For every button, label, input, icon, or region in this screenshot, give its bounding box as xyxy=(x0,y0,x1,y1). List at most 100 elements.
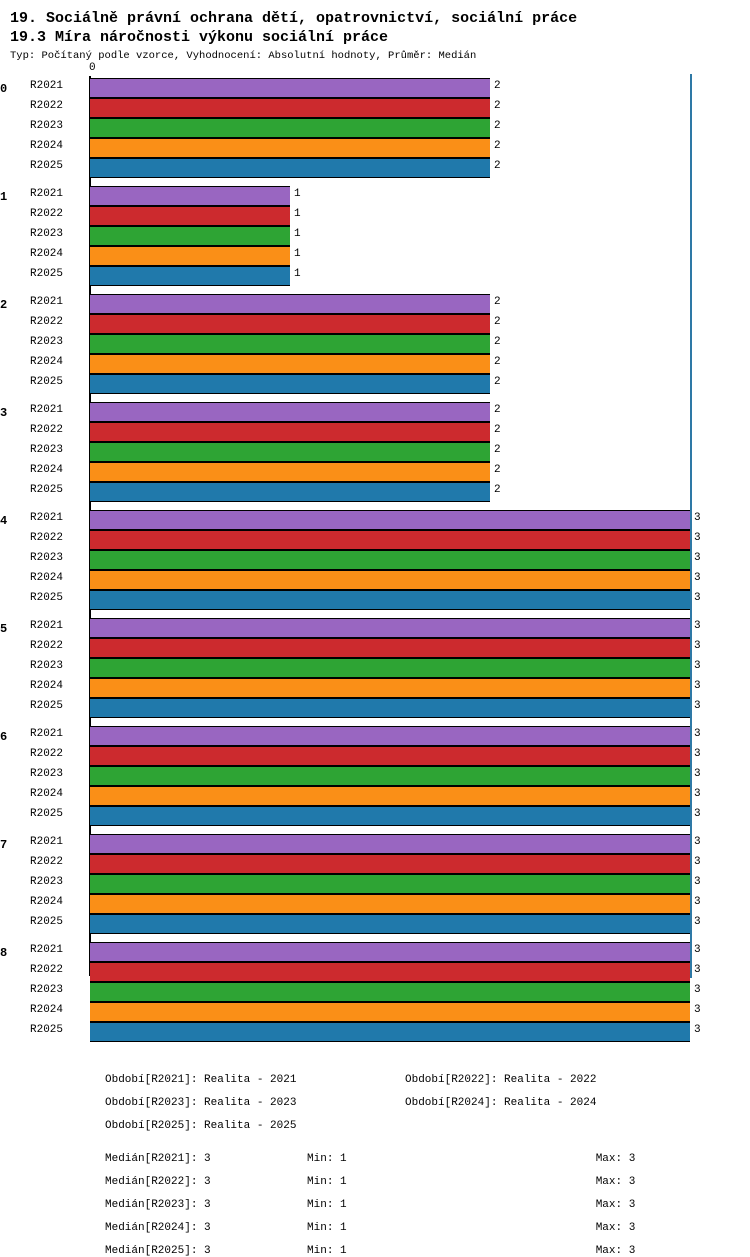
bar-8-R2022[interactable] xyxy=(90,962,690,982)
bar-1-R2023[interactable] xyxy=(90,226,290,246)
bar-3-R2024[interactable] xyxy=(90,462,490,482)
row-label-R2021: R2021 xyxy=(30,404,85,416)
row-label-R2022: R2022 xyxy=(30,532,85,544)
bar-value-4-R2023: 3 xyxy=(694,552,701,564)
bar-0-R2025[interactable] xyxy=(90,158,490,178)
bar-3-R2023[interactable] xyxy=(90,442,490,462)
bar-value-8-R2022: 3 xyxy=(694,964,701,976)
bar-row-1-R2021: R2021 1 xyxy=(10,186,740,206)
bar-1-R2024[interactable] xyxy=(90,246,290,266)
row-label-R2025: R2025 xyxy=(30,808,85,820)
bar-row-5-R2024: R2024 3 xyxy=(10,678,740,698)
bar-group-1: 1 R2021 1 R2022 1 R2023 1 R2024 1 R2025 1 xyxy=(10,186,740,286)
bar-4-R2023[interactable] xyxy=(90,550,690,570)
bar-row-2-R2023: R2023 2 xyxy=(10,334,740,354)
bar-0-R2024[interactable] xyxy=(90,138,490,158)
bar-7-R2022[interactable] xyxy=(90,854,690,874)
row-label-R2024: R2024 xyxy=(30,1004,85,1016)
bar-0-R2022[interactable] xyxy=(90,98,490,118)
bar-4-R2021[interactable] xyxy=(90,510,690,530)
bar-4-R2024[interactable] xyxy=(90,570,690,590)
bar-value-5-R2022: 3 xyxy=(694,640,701,652)
bar-3-R2025[interactable] xyxy=(90,482,490,502)
row-label-R2022: R2022 xyxy=(30,208,85,220)
legend-period-R2024: Období[R2024]: Realita - 2024 xyxy=(405,1097,705,1109)
bar-group-8: 8 R2021 3 R2022 3 R2023 3 R2024 3 R2025 3 xyxy=(10,942,740,1042)
bar-row-8-R2022: R2022 3 xyxy=(10,962,740,982)
row-label-R2021: R2021 xyxy=(30,728,85,740)
bar-value-2-R2021: 2 xyxy=(494,296,501,308)
zero-axis-label: 0 xyxy=(89,62,96,74)
row-label-R2023: R2023 xyxy=(30,768,85,780)
bar-2-R2024[interactable] xyxy=(90,354,490,374)
bar-7-R2021[interactable] xyxy=(90,834,690,854)
bar-value-3-R2024: 2 xyxy=(494,464,501,476)
bar-group-7: 7 R2021 3 R2022 3 R2023 3 R2024 3 R2025 3 xyxy=(10,834,740,934)
bar-2-R2022[interactable] xyxy=(90,314,490,334)
bar-1-R2025[interactable] xyxy=(90,266,290,286)
bar-5-R2022[interactable] xyxy=(90,638,690,658)
bar-5-R2021[interactable] xyxy=(90,618,690,638)
bar-2-R2021[interactable] xyxy=(90,294,490,314)
row-label-R2025: R2025 xyxy=(30,484,85,496)
bar-group-2: 2 R2021 2 R2022 2 R2023 2 R2024 2 R2025 2 xyxy=(10,294,740,394)
bar-6-R2025[interactable] xyxy=(90,806,690,826)
bar-7-R2025[interactable] xyxy=(90,914,690,934)
bar-7-R2023[interactable] xyxy=(90,874,690,894)
report-subtitle: Typ: Počítaný podle vzorce, Vyhodnocení:… xyxy=(10,50,740,62)
bar-value-2-R2022: 2 xyxy=(494,316,501,328)
bar-6-R2024[interactable] xyxy=(90,786,690,806)
bar-row-3-R2021: R2021 2 xyxy=(10,402,740,422)
bar-row-7-R2024: R2024 3 xyxy=(10,894,740,914)
bar-row-7-R2023: R2023 3 xyxy=(10,874,740,894)
bar-0-R2021[interactable] xyxy=(90,78,490,98)
bar-6-R2023[interactable] xyxy=(90,766,690,786)
bar-3-R2021[interactable] xyxy=(90,402,490,422)
row-label-R2021: R2021 xyxy=(30,80,85,92)
bar-8-R2021[interactable] xyxy=(90,942,690,962)
bar-group-3: 3 R2021 2 R2022 2 R2023 2 R2024 2 R2025 2 xyxy=(10,402,740,502)
bar-row-1-R2022: R2022 1 xyxy=(10,206,740,226)
bar-3-R2022[interactable] xyxy=(90,422,490,442)
bar-6-R2022[interactable] xyxy=(90,746,690,766)
bar-8-R2025[interactable] xyxy=(90,1022,690,1042)
bar-value-7-R2024: 3 xyxy=(694,896,701,908)
bar-value-8-R2024: 3 xyxy=(694,1004,701,1016)
bar-5-R2025[interactable] xyxy=(90,698,690,718)
bar-value-1-R2021: 1 xyxy=(294,188,301,200)
bar-5-R2023[interactable] xyxy=(90,658,690,678)
row-label-R2022: R2022 xyxy=(30,316,85,328)
row-label-R2025: R2025 xyxy=(30,268,85,280)
bar-group-4: 4 R2021 3 R2022 3 R2023 3 R2024 3 R2025 3 xyxy=(10,510,740,610)
bar-6-R2021[interactable] xyxy=(90,726,690,746)
bar-group-5: 5 R2021 3 R2022 3 R2023 3 R2024 3 R2025 3 xyxy=(10,618,740,718)
bar-8-R2024[interactable] xyxy=(90,1002,690,1022)
bar-value-5-R2021: 3 xyxy=(694,620,701,632)
chart-area: 0 0 R2021 2 R2022 2 R2023 2 R2024 2 R2025 2 1 R2021 1… xyxy=(10,76,740,1257)
median-R2022: Medián[R2022]: 3 xyxy=(105,1176,307,1188)
bar-7-R2024[interactable] xyxy=(90,894,690,914)
row-label-R2025: R2025 xyxy=(30,1024,85,1036)
max-R2023: Max: 3 xyxy=(596,1199,740,1211)
median-R2024: Medián[R2024]: 3 xyxy=(105,1222,307,1234)
bar-value-8-R2021: 3 xyxy=(694,944,701,956)
bar-5-R2024[interactable] xyxy=(90,678,690,698)
row-label-R2024: R2024 xyxy=(30,356,85,368)
legend-period-R2025: Období[R2025]: Realita - 2025 xyxy=(105,1120,405,1132)
bar-0-R2023[interactable] xyxy=(90,118,490,138)
bar-2-R2023[interactable] xyxy=(90,334,490,354)
bar-row-3-R2022: R2022 2 xyxy=(10,422,740,442)
bar-row-5-R2025: R2025 3 xyxy=(10,698,740,718)
bar-row-1-R2024: R2024 1 xyxy=(10,246,740,266)
bar-4-R2025[interactable] xyxy=(90,590,690,610)
bar-1-R2022[interactable] xyxy=(90,206,290,226)
bar-1-R2021[interactable] xyxy=(90,186,290,206)
bar-2-R2025[interactable] xyxy=(90,374,490,394)
row-label-R2024: R2024 xyxy=(30,140,85,152)
bar-8-R2023[interactable] xyxy=(90,982,690,1002)
bar-value-7-R2025: 3 xyxy=(694,916,701,928)
bar-value-0-R2022: 2 xyxy=(494,100,501,112)
bar-4-R2022[interactable] xyxy=(90,530,690,550)
bar-value-4-R2025: 3 xyxy=(694,592,701,604)
bar-row-6-R2025: R2025 3 xyxy=(10,806,740,826)
